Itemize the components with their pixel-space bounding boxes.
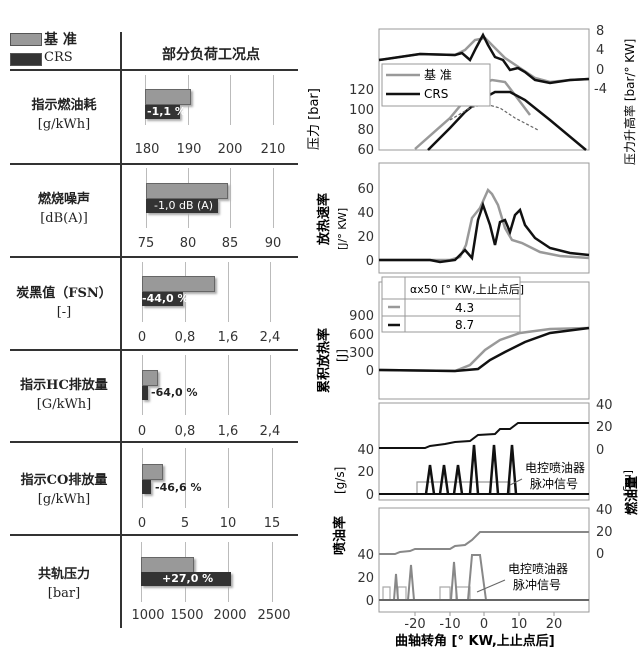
row-title-fuel: 指示燃油耗 [g/kWh] (31, 98, 97, 132)
cumulative-table-header: αx50 [° KW,上止点后] (410, 283, 524, 296)
pressure-legend-base: 基 准 (424, 68, 452, 82)
svg-text:10: 10 (511, 617, 528, 632)
svg-text:20: 20 (596, 420, 613, 435)
row-sep-5 (10, 534, 298, 536)
left-header: 部分负荷工况点 (162, 47, 260, 63)
bar-crs-fuel (145, 105, 180, 119)
bar-base-hc (142, 370, 158, 386)
bar-base-fuel (145, 89, 191, 105)
svg-text:0: 0 (366, 488, 374, 503)
legend-swatch-base (10, 33, 42, 46)
svg-text:60: 60 (357, 143, 374, 158)
svg-text:-4: -4 (594, 82, 607, 97)
bar-base-rail (141, 557, 194, 573)
svg-text:20: 20 (357, 465, 374, 480)
svg-text:8: 8 (596, 24, 604, 39)
svg-text:-10: -10 (439, 617, 460, 632)
cumulative-table-crs: 8.7 (455, 318, 474, 332)
svg-text:0: 0 (596, 443, 604, 458)
svg-text:40: 40 (596, 398, 613, 413)
diff-label-fuel: -1,1 % (147, 105, 186, 118)
row-sep-4 (10, 441, 298, 443)
bar-base-noise (146, 183, 228, 199)
svg-text:900: 900 (349, 309, 374, 324)
cumulative-table-base: 4.3 (455, 301, 474, 315)
svg-text:60: 60 (357, 182, 374, 197)
bar-base-soot (142, 276, 215, 292)
svg-text:20: 20 (357, 230, 374, 245)
diff-label-co: -46,6 % (155, 481, 202, 494)
svg-text:0: 0 (366, 254, 374, 269)
svg-text:放热速率: 放热速率 (316, 193, 332, 246)
diff-label-noise: -1,0 dB (A) (154, 199, 214, 212)
bar-crs-co (142, 480, 151, 494)
bar-crs-soot (142, 292, 183, 306)
row-sep-0 (10, 69, 298, 71)
svg-text:压力 [bar]: 压力 [bar] (307, 88, 322, 150)
svg-text:20: 20 (546, 617, 563, 632)
svg-text:300: 300 (349, 346, 374, 361)
svg-text:80: 80 (357, 123, 374, 138)
base-annotation-line1: 电控喷油器 (508, 562, 568, 576)
svg-text:[mg]: [mg] (622, 470, 635, 496)
right-charts: 基 准 CRS 60 80 100 120 8 4 0 -4 压力 [bar] … (307, 24, 640, 649)
row-title-noise: 燃烧噪声 [dB(A)] (37, 192, 90, 226)
svg-text:喷油率: 喷油率 (332, 516, 348, 555)
row-sep-3 (10, 349, 298, 351)
crs-annotation-line2: 脉冲信号 (530, 476, 578, 491)
svg-text:0: 0 (480, 617, 488, 632)
svg-text:压力升高率 [bar/° KW]: 压力升高率 [bar/° KW] (622, 39, 637, 165)
svg-text:20: 20 (357, 571, 374, 586)
svg-text:40: 40 (357, 206, 374, 221)
diff-label-rail: +27,0 % (162, 572, 214, 585)
svg-text:40: 40 (357, 548, 374, 563)
pressure-legend-crs: CRS (424, 87, 448, 101)
svg-text:0: 0 (596, 547, 604, 562)
svg-text:600: 600 (349, 328, 374, 343)
svg-text:-20: -20 (404, 617, 425, 632)
legend-label-base: 基 准 (44, 32, 77, 48)
x-axis-label: 曲轴转角 [° KW,上止点后] (395, 633, 555, 649)
diff-label-hc: -64,0 % (151, 386, 198, 399)
svg-text:累积放热率: 累积放热率 (316, 328, 332, 393)
svg-text:40: 40 (596, 503, 613, 518)
bar-crs-rail (141, 572, 231, 586)
row-title-rail: 共轨压力 [bar] (37, 567, 90, 601)
row-title-hc: 指示HC排放量 [G/kWh] (20, 378, 108, 412)
svg-text:0: 0 (366, 364, 374, 379)
bar-crs-hc (142, 386, 148, 400)
svg-text:4: 4 (596, 43, 604, 58)
legend-label-crs: CRS (44, 50, 73, 65)
svg-text:[J]: [J] (335, 349, 349, 362)
svg-text:120: 120 (349, 83, 374, 98)
row-title-co: 指示CO排放量 [g/kWh] (20, 473, 108, 507)
svg-text:[g/s]: [g/s] (333, 467, 347, 494)
row-sep-1 (10, 163, 298, 165)
row-sep-2 (10, 256, 298, 258)
diff-label-soot: -44,0 % (142, 292, 189, 305)
svg-text:100: 100 (349, 103, 374, 118)
row-title-soot: 炭黑值（FSN） [-] (16, 286, 112, 320)
bar-base-co (142, 464, 163, 480)
base-annotation-line2: 脉冲信号 (513, 577, 561, 592)
svg-text:40: 40 (357, 443, 374, 458)
svg-text:[J/° KW]: [J/° KW] (336, 208, 349, 250)
svg-text:0: 0 (366, 594, 374, 609)
crs-annotation-line1: 电控喷油器 (525, 461, 585, 475)
left-divider (120, 32, 122, 628)
svg-text:燃油量: 燃油量 (624, 476, 640, 515)
svg-text:0: 0 (596, 63, 604, 78)
bar-crs-noise (146, 199, 218, 213)
svg-text:20: 20 (596, 525, 613, 540)
legend-swatch-crs (10, 53, 42, 66)
